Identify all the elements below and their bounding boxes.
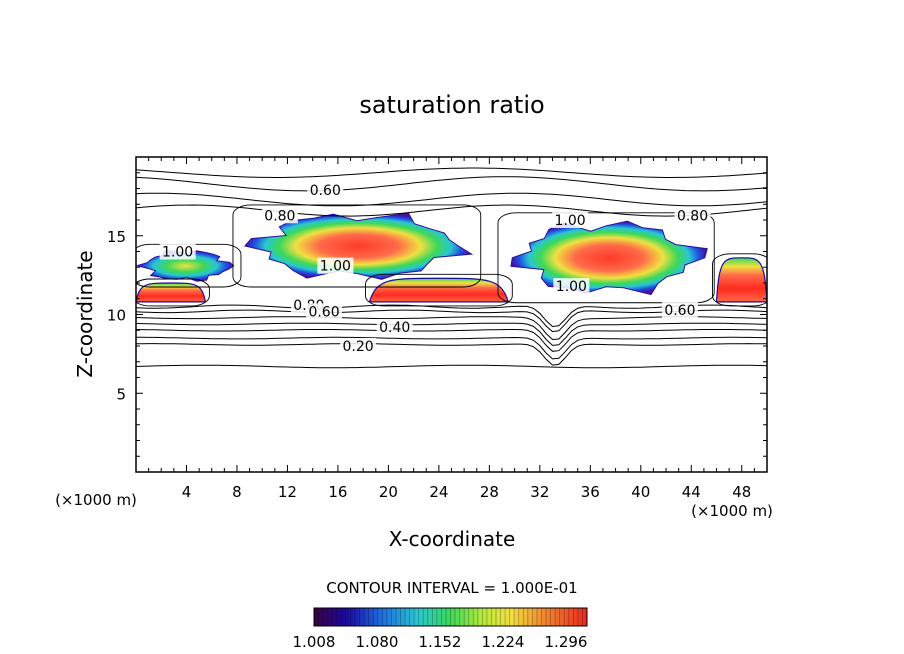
contour-line [136,204,767,217]
contour-line [136,309,767,333]
x-tick-label: 12 [278,483,297,501]
svg-text:1.00: 1.00 [162,245,193,261]
contour-line [136,304,767,328]
saturation-region [136,282,207,303]
colorbar [313,607,588,627]
contour-label: 0.20 [340,338,377,355]
contour-line [136,329,767,352]
x-tick-label: 48 [732,483,751,501]
svg-text:0.60: 0.60 [310,183,341,199]
x-tick-label: 32 [530,483,549,501]
y-axis-label: Z-coordinate [73,250,97,377]
contour-label: 1.00 [552,212,589,229]
contour-line [365,273,513,307]
saturation-region [715,257,767,303]
y-tick-label: 10 [107,307,126,325]
x-unit-right: (×1000 m) [691,502,773,520]
x-tick-label: 8 [232,483,242,501]
saturation-region [243,212,474,280]
colorbar-tick-label: 1.224 [482,633,525,651]
contour-line [136,278,210,307]
svg-text:0.40: 0.40 [379,320,410,336]
x-tick-label: 28 [480,483,499,501]
x-tick-label: 44 [682,483,701,501]
contour-labels: 0.600.800.801.001.001.001.000.800.600.60… [159,182,711,355]
contour-line [136,176,767,192]
contour-label: 0.60 [661,301,698,319]
x-axis-ticks: 4 8 12 16 20 24 28 32 36 40 44 48 [148,157,755,501]
contour-label: 0.60 [307,182,344,199]
svg-text:0.60: 0.60 [664,303,695,319]
contour-line [232,204,482,288]
saturation-region [510,220,708,296]
colorbar-tick-label: 1.296 [545,633,588,651]
contour-label: 1.00 [553,278,590,295]
contour-label: 1.00 [159,243,196,261]
y-tick-label: 5 [116,385,126,403]
x-tick-label: 20 [379,483,398,501]
colorbar-tick-label: 1.152 [419,633,462,651]
saturation-region [368,277,510,303]
contour-interval-text: CONTOUR INTERVAL = 1.000E-01 [326,579,577,597]
x-tick-label: 24 [429,483,448,501]
contour-label: 0.60 [306,303,343,320]
colorbar-ticks: 1.008 1.080 1.152 1.224 1.296 [293,633,588,651]
y-axis-ticks: 5 10 15 [107,172,767,457]
contour-label: 0.40 [376,319,413,336]
svg-text:0.60: 0.60 [308,304,339,320]
x-tick-label: 36 [581,483,600,501]
contour-line [136,364,767,369]
colorbar-segments [318,608,583,626]
x-unit-left: (×1000 m) [55,491,137,509]
saturation-fill-regions [136,212,767,303]
contour-line [136,336,767,360]
svg-text:1.00: 1.00 [556,279,587,295]
contour-label: 0.80 [261,207,298,224]
contour-label: 0.80 [674,207,711,224]
contour-line [497,212,715,304]
contour-line [136,316,767,341]
svg-text:0.80: 0.80 [264,208,295,224]
svg-text:0.80: 0.80 [677,208,708,224]
contour-line [136,322,767,346]
colorbar-tick-label: 1.080 [356,633,399,651]
svg-text:1.00: 1.00 [320,259,351,275]
contour-line [136,167,767,178]
svg-text:0.20: 0.20 [343,339,374,355]
x-tick-label: 40 [631,483,650,501]
x-tick-label: 16 [328,483,347,501]
y-tick-label: 15 [107,228,126,246]
contour-line [136,343,767,366]
contour-line [712,253,767,307]
svg-text:1.00: 1.00 [555,213,586,229]
x-tick-label: 4 [182,483,192,501]
contour-line [136,192,767,207]
colorbar-tick-label: 1.008 [293,633,336,651]
contour-label: 1.00 [317,257,354,275]
contour-lines [136,167,767,369]
x-axis-label: X-coordinate [389,527,516,551]
chart-title: saturation ratio [359,91,544,119]
